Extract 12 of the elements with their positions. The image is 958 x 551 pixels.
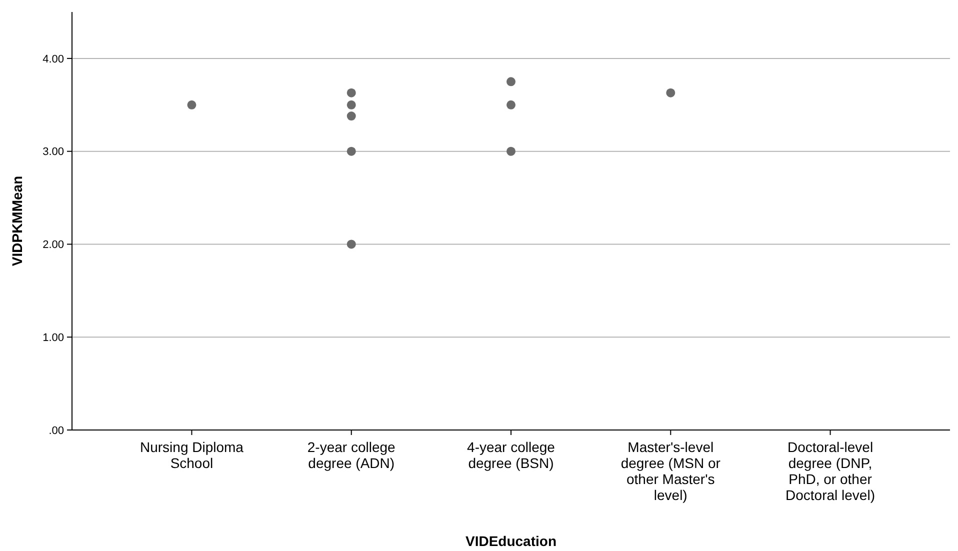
y-tick-label: .00 xyxy=(48,424,64,437)
x-tick-label: 4-year college degree (BSN) xyxy=(467,439,556,471)
y-tick-label: 4.00 xyxy=(42,53,64,66)
y-tick-label: 1.00 xyxy=(42,332,64,344)
x-tick-label: Nursing Diploma School xyxy=(140,439,244,471)
x-axis-title: VIDEducation xyxy=(465,533,557,549)
x-tick-label: Master's-level degree (MSN or other Master's level) xyxy=(620,439,721,503)
y-tick-label: 3.00 xyxy=(42,146,64,158)
y-axis-title: VIDPKMMean xyxy=(9,176,25,266)
y-tick-label: 2.00 xyxy=(42,239,64,252)
x-tick-label: 2-year college degree (ADN) xyxy=(307,439,396,471)
x-tick-label: Doctoral-level degree (DNP, PhD, or other Doctoral level) xyxy=(786,439,876,503)
